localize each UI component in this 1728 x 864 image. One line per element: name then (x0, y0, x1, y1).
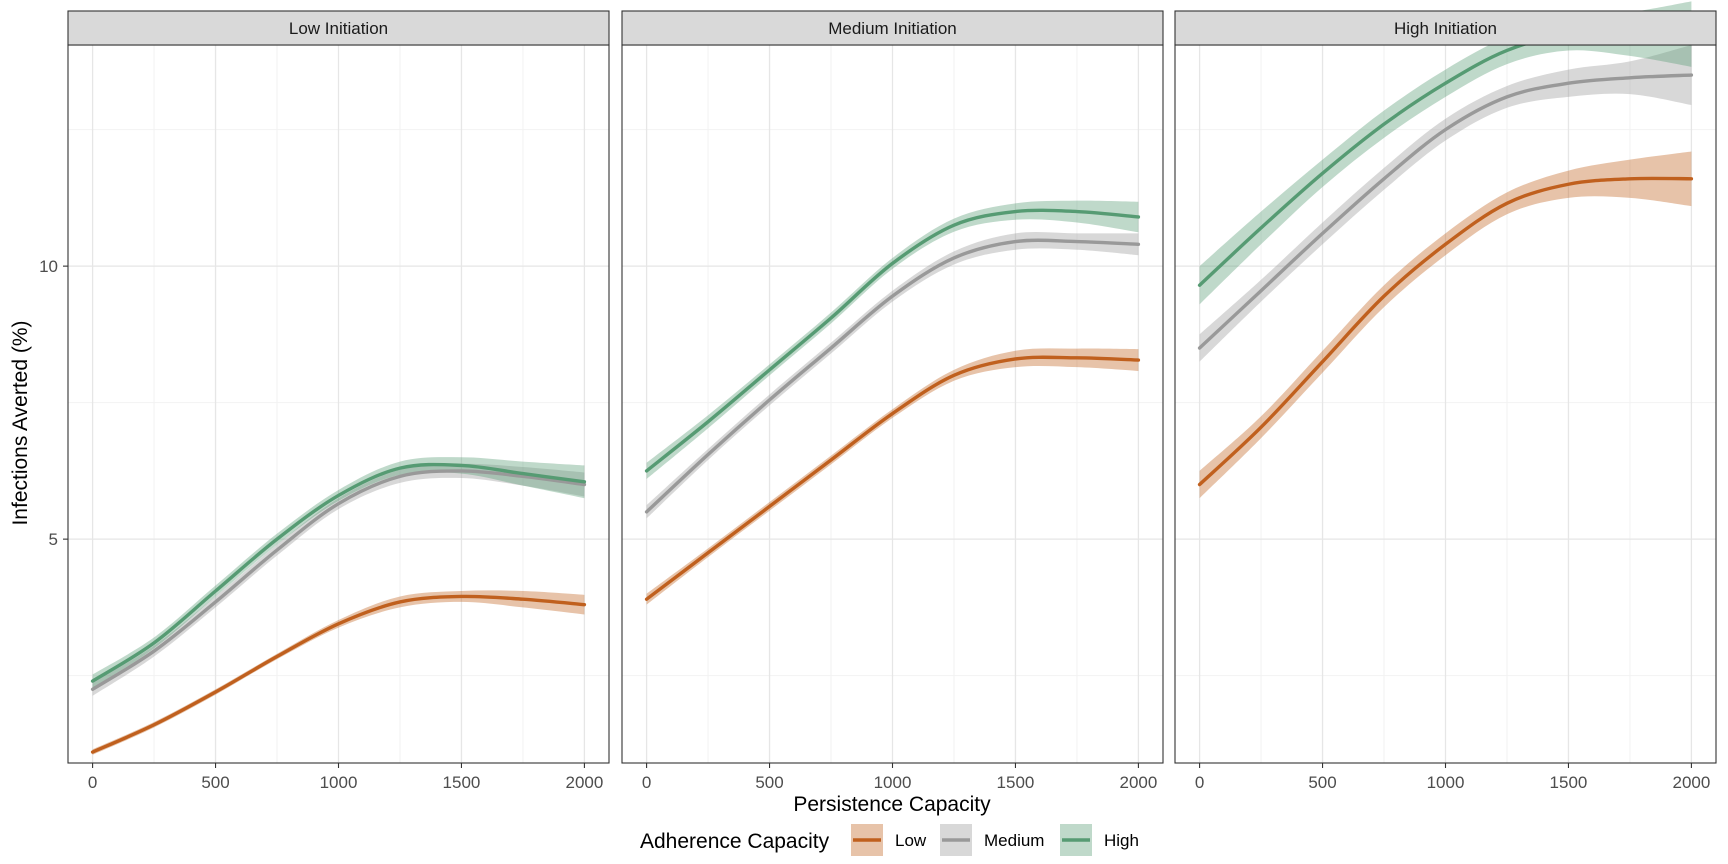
x-tick-label: 0 (1195, 773, 1204, 792)
legend: Adherence Capacity Low Medium High (640, 824, 1139, 856)
facet-strip (621, 10, 1164, 46)
legend-title: Adherence Capacity (640, 830, 830, 853)
legend-item-medium: Medium (940, 824, 1044, 856)
confidence-band-medium (92, 463, 585, 696)
x-tick-label: 2000 (1672, 773, 1710, 792)
x-tick-label: 0 (642, 773, 651, 792)
confidence-band-low (1199, 151, 1692, 499)
y-tick-label: 5 (49, 530, 58, 549)
x-tick-label: 500 (1308, 773, 1336, 792)
legend-item-high: High (1060, 824, 1139, 856)
facet-title: Low Initiation (289, 19, 388, 38)
legend-label: Medium (984, 831, 1044, 850)
facet-title: High Initiation (1394, 19, 1497, 38)
series-line-low (90, 594, 587, 754)
series-line-low (1197, 176, 1694, 487)
x-tick-label: 500 (201, 773, 229, 792)
x-tick-label: 2000 (565, 773, 603, 792)
x-axis-title: Persistence Capacity (793, 793, 991, 816)
panel-low-initiation: Low Initiation 0 500 1000 1500 2000 (67, 10, 610, 792)
series-line-medium (90, 469, 587, 691)
series-line-high (644, 208, 1141, 473)
y-tick-label: 10 (39, 257, 58, 276)
series-line-medium (1197, 73, 1694, 350)
x-tick-label: 1000 (320, 773, 358, 792)
y-axis-title: Infections Averted (%) (9, 320, 32, 525)
legend-label: High (1104, 831, 1139, 850)
confidence-band-high (92, 457, 585, 688)
facet-strip (67, 10, 610, 46)
series-line-low (644, 355, 1141, 601)
x-tick-label: 500 (755, 773, 783, 792)
panel-high-initiation: High Initiation 0 500 1000 1500 2000 (1174, 1, 1717, 792)
x-tick-label: 1500 (443, 773, 481, 792)
x-tick-label: 2000 (1119, 773, 1157, 792)
x-tick-label: 0 (88, 773, 97, 792)
legend-item-low: Low (851, 824, 927, 856)
x-tick-label: 1500 (997, 773, 1035, 792)
series-line-medium (644, 238, 1141, 514)
x-tick-label: 1500 (1550, 773, 1588, 792)
x-tick-label: 1000 (874, 773, 912, 792)
panel-medium-initiation: Medium Initiation 0 500 1000 1500 2000 (621, 10, 1164, 792)
series-line-high (90, 462, 587, 683)
legend-label: Low (895, 831, 927, 850)
facet-title: Medium Initiation (828, 19, 957, 38)
facet-strip (1174, 10, 1717, 46)
x-tick-label: 1000 (1427, 773, 1465, 792)
